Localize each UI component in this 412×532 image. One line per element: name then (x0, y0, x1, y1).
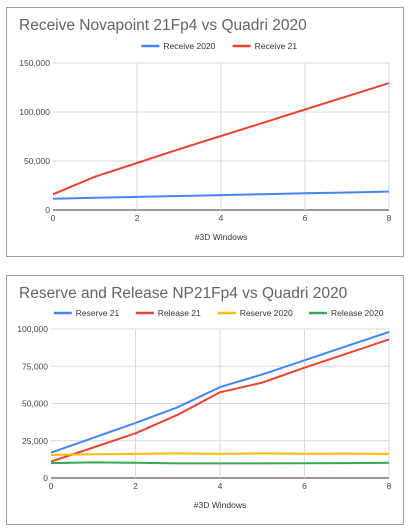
legend-label: Reserve 2020 (240, 308, 293, 318)
legend-label: Release 21 (158, 308, 201, 318)
series-line-reserve-2020 (50, 452, 390, 456)
chart-svg-receive: 0 50,000 100,000 150,000 0 2 4 6 8 #3D Windows Rec… (19, 41, 392, 242)
y-tick-label: 100,000 (17, 324, 48, 334)
x-tick-label: 6 (302, 481, 307, 491)
y-tick-label: 0 (45, 205, 50, 215)
x-tick-label: 0 (51, 213, 56, 223)
y-tick-label: 50,000 (24, 156, 50, 166)
x-tick-label: 2 (135, 213, 140, 223)
x-tick-label: 6 (303, 213, 308, 223)
chart-title: Reserve and Release NP21Fp4 vs Quadri 20… (19, 285, 348, 302)
y-tick-label: 50,000 (22, 399, 48, 409)
y-tick-label: 25,000 (22, 436, 48, 446)
x-tick-label: 8 (387, 213, 392, 223)
legend-label: Reserve 21 (76, 308, 120, 318)
y-tick-label: 150,000 (19, 58, 50, 68)
legend-label: Release 2020 (331, 308, 384, 318)
chart-panel-receive: Receive Novapoint 21Fp4 vs Quadri 2020 0… (6, 7, 404, 257)
series-line-release-2020 (50, 461, 390, 465)
x-tick-label: 2 (133, 481, 138, 491)
chart-panel-reserve-release: Reserve and Release NP21Fp4 vs Quadri 20… (6, 275, 404, 525)
x-axis-title: #3D Windows (194, 500, 246, 510)
x-tick-label: 4 (219, 213, 224, 223)
y-tick-label: 75,000 (22, 361, 48, 371)
chart-svg-reserve-release: 0 25,000 50,000 75,000 100,000 0 2 4 6 8 #3D Windo… (17, 308, 392, 510)
x-tick-label: 8 (387, 481, 392, 491)
legend-label: Receive 21 (255, 41, 298, 51)
series-line-reserve-21 (50, 331, 390, 454)
x-tick-label: 0 (49, 481, 54, 491)
series-line-receive-2020 (52, 190, 390, 200)
series-line-release-21 (50, 338, 390, 463)
chart-title: Receive Novapoint 21Fp4 vs Quadri 2020 (19, 17, 307, 34)
series-line-receive-21 (52, 82, 390, 196)
y-tick-label: 100,000 (19, 107, 50, 117)
y-tick-label: 0 (43, 473, 48, 483)
x-axis-title: #3D Windows (195, 232, 247, 242)
x-tick-label: 4 (218, 481, 223, 491)
legend-label: Receive 2020 (163, 41, 215, 51)
